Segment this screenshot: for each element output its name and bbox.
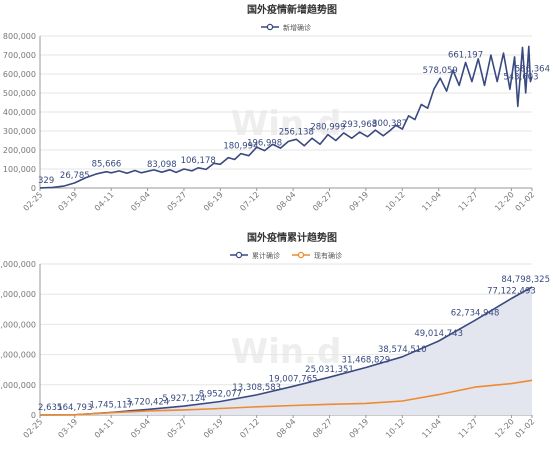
legend-line-icon <box>230 251 248 259</box>
data-label: 83,098 <box>147 160 177 170</box>
y-tick-label: 400,000 <box>3 108 36 117</box>
data-label: 300,387 <box>372 119 407 129</box>
x-tick-label: 08-04 <box>275 190 298 213</box>
legend-label: 现有确诊 <box>314 251 342 260</box>
x-tick-label: 07-12 <box>238 190 261 213</box>
legend-item[interactable]: 累计确诊 <box>230 251 280 260</box>
legend-label: 累计确诊 <box>252 251 280 260</box>
data-label: 2,635 <box>38 403 62 413</box>
series-line[interactable] <box>39 45 533 189</box>
data-label: 106,178 <box>181 156 216 166</box>
data-label: 1,745,117 <box>90 400 133 410</box>
series-line[interactable] <box>39 379 533 416</box>
data-label: 5,927,124 <box>162 394 205 404</box>
x-tick-label: 11-04 <box>420 417 443 440</box>
x-tick-label: 09-19 <box>348 417 371 440</box>
y-tick-label: 700,000 <box>3 51 36 60</box>
legend-line-icon <box>261 23 279 31</box>
x-tick-label: 12-20 <box>493 417 516 440</box>
watermark: Win.d <box>231 104 342 144</box>
data-label: 62,734,948 <box>451 308 500 318</box>
chart-title: 国外疫情累计趋势图 <box>247 231 337 244</box>
data-label: 329 <box>38 176 54 186</box>
y-tick-label: 600,000 <box>3 70 36 79</box>
data-label: 256,138 <box>279 127 314 137</box>
data-label: 19,007,765 <box>269 374 318 384</box>
x-tick-label: 04-11 <box>93 190 116 213</box>
chart-title: 国外疫情新增趋势图 <box>247 3 337 16</box>
data-label: 578,059 <box>423 66 458 76</box>
data-label: 586,364 <box>515 65 550 75</box>
x-tick-label: 07-12 <box>238 417 261 440</box>
data-label: 8,952,077 <box>199 389 242 399</box>
legend-line-icon <box>292 251 310 259</box>
x-tick-label: 01-02 <box>514 417 537 440</box>
data-label: 49,014,743 <box>414 329 463 339</box>
x-tick-label: 08-04 <box>275 417 298 440</box>
x-tick-label: 11-04 <box>420 190 443 213</box>
y-tick-label: 0 <box>31 411 36 420</box>
y-tick-label: 0 <box>31 184 36 193</box>
legend-item[interactable]: 新增确诊 <box>261 23 311 32</box>
legend[interactable]: 累计确诊 现有确诊 <box>230 251 342 260</box>
x-tick-label: 10-12 <box>384 190 407 213</box>
data-label: 280,999 <box>310 123 345 133</box>
y-tick-label: 100,000 <box>3 165 36 174</box>
x-tick-label: 03-19 <box>56 417 79 440</box>
data-label: 13,308,583 <box>232 383 281 393</box>
y-tick-label: 40,000,000 <box>0 351 36 360</box>
x-tick-label: 11-27 <box>457 417 480 440</box>
data-label: 661,197 <box>448 50 483 60</box>
data-label: 3,720,424 <box>126 397 169 407</box>
x-tick-label: 01-02 <box>514 190 537 213</box>
data-label: 293,968 <box>342 120 377 130</box>
x-tick-label: 10-12 <box>384 417 407 440</box>
watermark: Win.d <box>231 332 342 372</box>
area-fill <box>40 286 532 415</box>
x-tick-label: 04-11 <box>93 417 116 440</box>
y-tick-label: 100,000,000 <box>0 260 36 269</box>
x-tick-label: 05-27 <box>166 417 189 440</box>
legend-label: 新增确诊 <box>283 23 311 32</box>
x-tick-label: 06-19 <box>202 190 225 213</box>
y-tick-label: 800,000 <box>3 32 36 41</box>
y-tick-label: 200,000 <box>3 146 36 155</box>
x-tick-label: 05-04 <box>129 417 152 440</box>
y-tick-label: 20,000,000 <box>0 381 36 390</box>
x-tick-label: 02-25 <box>22 190 45 213</box>
x-tick-label: 08-27 <box>311 190 334 213</box>
y-tick-label: 60,000,000 <box>0 320 36 329</box>
x-tick-label: 12-20 <box>493 190 516 213</box>
legend-item[interactable]: 现有确诊 <box>292 251 342 260</box>
x-tick-label: 06-19 <box>202 417 225 440</box>
data-label: 164,793 <box>57 403 92 413</box>
data-label: 38,574,510 <box>378 345 427 355</box>
data-label: 77,122,493 <box>487 287 536 297</box>
y-tick-label: 300,000 <box>3 127 36 136</box>
x-tick-label: 05-04 <box>129 190 152 213</box>
data-label: 196,998 <box>247 139 282 149</box>
x-tick-label: 11-27 <box>457 190 480 213</box>
y-gridlines <box>40 35 532 189</box>
data-label: 84,798,325 <box>501 275 550 285</box>
y-tick-label: 500,000 <box>3 89 36 98</box>
data-label: 543,603 <box>503 73 538 83</box>
data-label: 26,785 <box>60 171 90 181</box>
data-label: 31,468,829 <box>342 355 391 365</box>
x-tick-label: 08-27 <box>311 417 334 440</box>
x-tick-label: 05-27 <box>166 190 189 213</box>
data-label: 180,994 <box>223 142 258 152</box>
legend[interactable]: 新增确诊 <box>261 23 311 32</box>
data-label: 25,031,351 <box>305 365 354 375</box>
x-tick-label: 03-19 <box>56 190 79 213</box>
x-tick-label: 09-19 <box>348 190 371 213</box>
x-tick-label: 02-25 <box>22 417 45 440</box>
data-label: 85,666 <box>92 160 122 170</box>
y-tick-label: 80,000,000 <box>0 290 36 299</box>
